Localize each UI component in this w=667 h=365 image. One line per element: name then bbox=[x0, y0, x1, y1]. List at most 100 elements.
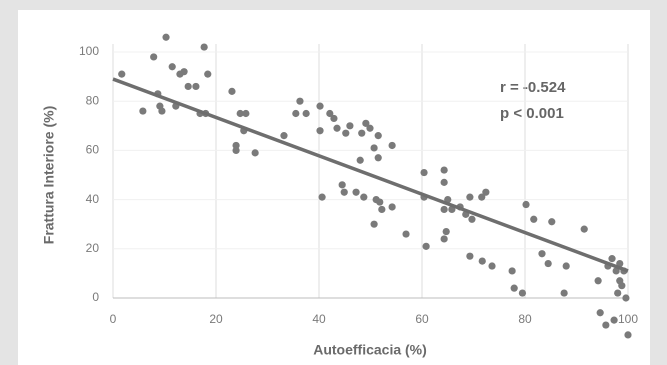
point bbox=[316, 102, 324, 110]
point bbox=[204, 70, 212, 78]
point bbox=[326, 109, 334, 118]
point bbox=[478, 257, 486, 265]
y-tick-label: 0 bbox=[92, 290, 99, 304]
point bbox=[468, 215, 476, 223]
point bbox=[510, 284, 518, 292]
annotation: r = -0.524 bbox=[500, 79, 566, 96]
point bbox=[580, 225, 588, 233]
point bbox=[168, 63, 176, 71]
point bbox=[596, 309, 604, 317]
x-tick-label: 20 bbox=[209, 312, 223, 326]
point bbox=[440, 178, 448, 186]
point bbox=[508, 267, 516, 275]
point bbox=[356, 156, 364, 164]
point bbox=[340, 188, 348, 196]
fit-line bbox=[112, 77, 629, 273]
point bbox=[440, 166, 448, 174]
point bbox=[342, 129, 350, 137]
point bbox=[562, 262, 570, 270]
annotation: p < 0.001 bbox=[500, 105, 564, 122]
point bbox=[374, 154, 382, 162]
point bbox=[612, 267, 620, 275]
point bbox=[466, 193, 474, 201]
point bbox=[622, 294, 630, 302]
point bbox=[338, 181, 346, 189]
point bbox=[228, 87, 236, 95]
point bbox=[184, 82, 192, 91]
y-axis-title: Frattura Interiore (%) bbox=[41, 106, 57, 244]
point bbox=[614, 289, 622, 297]
point bbox=[466, 252, 474, 260]
x-axis-title: Autoefficacia (%) bbox=[313, 342, 427, 358]
point bbox=[139, 107, 147, 115]
point bbox=[618, 282, 626, 290]
point bbox=[442, 227, 450, 236]
y-tick-label: 60 bbox=[86, 143, 100, 157]
point bbox=[360, 193, 368, 201]
point bbox=[624, 331, 632, 339]
point bbox=[478, 193, 486, 201]
point bbox=[388, 203, 396, 211]
point bbox=[150, 53, 158, 61]
point bbox=[376, 198, 384, 206]
point bbox=[180, 68, 188, 76]
point bbox=[378, 205, 386, 214]
point bbox=[158, 107, 166, 115]
point bbox=[402, 230, 410, 238]
point bbox=[522, 200, 530, 209]
point bbox=[370, 220, 378, 228]
point bbox=[236, 109, 244, 118]
x-tick-label: 60 bbox=[415, 312, 429, 326]
point bbox=[388, 141, 396, 150]
point bbox=[362, 119, 370, 127]
x-tick-label: 80 bbox=[518, 312, 532, 326]
point bbox=[318, 193, 326, 201]
point bbox=[488, 262, 496, 270]
point bbox=[560, 289, 568, 297]
point bbox=[200, 43, 208, 51]
point bbox=[302, 109, 310, 118]
point bbox=[422, 242, 430, 250]
point bbox=[316, 127, 324, 135]
x-tick-label: 40 bbox=[312, 312, 326, 326]
point bbox=[118, 70, 126, 78]
point bbox=[544, 259, 552, 268]
y-tick-label: 40 bbox=[86, 192, 100, 206]
point bbox=[594, 277, 602, 285]
point bbox=[242, 109, 250, 118]
point bbox=[482, 188, 490, 196]
x-tick-label: 100 bbox=[618, 312, 638, 326]
point bbox=[192, 82, 200, 91]
point bbox=[530, 215, 538, 223]
point bbox=[280, 132, 288, 140]
point bbox=[602, 321, 610, 329]
point bbox=[292, 109, 300, 118]
point bbox=[346, 122, 354, 130]
y-tick-label: 80 bbox=[86, 93, 100, 107]
point bbox=[374, 132, 382, 140]
point bbox=[440, 205, 448, 214]
point bbox=[610, 316, 618, 324]
point bbox=[370, 144, 378, 152]
point bbox=[420, 168, 428, 177]
panel bbox=[18, 10, 650, 365]
point bbox=[538, 250, 546, 258]
point bbox=[251, 149, 259, 157]
point bbox=[333, 124, 341, 132]
point bbox=[162, 33, 170, 41]
point bbox=[548, 218, 556, 226]
y-tick-label: 100 bbox=[79, 44, 99, 58]
point bbox=[330, 114, 338, 123]
point bbox=[232, 146, 240, 154]
point bbox=[518, 289, 527, 297]
point bbox=[232, 141, 240, 150]
point bbox=[608, 255, 616, 263]
point bbox=[296, 97, 304, 105]
point bbox=[352, 188, 360, 196]
point bbox=[366, 124, 374, 132]
y-tick-label: 20 bbox=[86, 241, 100, 255]
point bbox=[358, 129, 366, 137]
point bbox=[440, 235, 448, 243]
